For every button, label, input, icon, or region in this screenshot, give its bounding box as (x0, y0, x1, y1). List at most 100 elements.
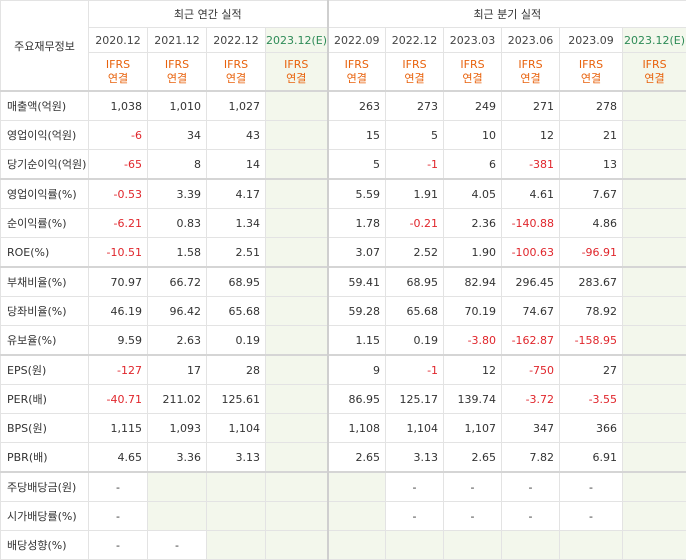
row-header-title: 주요재무정보 (1, 1, 89, 92)
table-cell (623, 297, 686, 326)
table-cell (207, 531, 266, 560)
table-cell (623, 326, 686, 356)
table-cell: 125.17 (386, 385, 444, 414)
table-cell: 10 (444, 121, 502, 150)
standard-line2: 연결 (560, 72, 622, 86)
period-header: 2023.03 (444, 28, 502, 53)
table-cell (560, 531, 623, 560)
table-cell: -96.91 (560, 238, 623, 268)
table-cell: -10.51 (89, 238, 148, 268)
table-cell: 43 (207, 121, 266, 150)
period-header: 2021.12 (148, 28, 207, 53)
table-cell: - (444, 472, 502, 502)
table-cell (266, 238, 328, 268)
table-cell (623, 150, 686, 180)
table-cell: 28 (207, 355, 266, 385)
table-cell (266, 355, 328, 385)
table-cell (266, 385, 328, 414)
table-cell: 3.13 (386, 443, 444, 473)
row-label: 시가배당률(%) (1, 502, 89, 531)
row-label: 주당배당금(원) (1, 472, 89, 502)
table-cell (623, 355, 686, 385)
table-cell: 21 (560, 121, 623, 150)
table-cell: -750 (502, 355, 560, 385)
standard-line1: IFRS (148, 58, 206, 72)
standard-line2: 연결 (329, 72, 386, 86)
table-cell: 296.45 (502, 267, 560, 297)
table-cell: -162.87 (502, 326, 560, 356)
period-header: 2023.12(E) (623, 28, 686, 53)
table-cell (623, 121, 686, 150)
table-cell: 6.91 (560, 443, 623, 473)
standard-line1: IFRS (266, 58, 327, 72)
table-cell (207, 502, 266, 531)
table-cell: 78.92 (560, 297, 623, 326)
table-cell: 4.17 (207, 179, 266, 209)
table-cell: -1 (386, 355, 444, 385)
row-label: 영업이익률(%) (1, 179, 89, 209)
period-header: 2020.12 (89, 28, 148, 53)
table-cell (444, 531, 502, 560)
table-cell (623, 209, 686, 238)
table-cell: 1.58 (148, 238, 207, 268)
table-cell (266, 326, 328, 356)
table-cell (328, 472, 386, 502)
table-cell: 70.97 (89, 267, 148, 297)
row-label: EPS(원) (1, 355, 89, 385)
table-cell (266, 150, 328, 180)
table-cell: 278 (560, 91, 623, 121)
table-cell: -0.21 (386, 209, 444, 238)
table-cell: -65 (89, 150, 148, 180)
table-cell: 59.41 (328, 267, 386, 297)
table-cell: 5 (386, 121, 444, 150)
table-cell: 82.94 (444, 267, 502, 297)
standard-line2: 연결 (386, 72, 443, 86)
period-header: 2022.09 (328, 28, 386, 53)
table-cell: - (89, 472, 148, 502)
standard-line2: 연결 (623, 72, 686, 86)
table-cell: 0.83 (148, 209, 207, 238)
table-cell: - (386, 472, 444, 502)
table-cell (266, 443, 328, 473)
table-cell: 1.91 (386, 179, 444, 209)
table-cell: - (502, 472, 560, 502)
table-cell: 2.36 (444, 209, 502, 238)
table-cell: 6 (444, 150, 502, 180)
row-label: 당좌비율(%) (1, 297, 89, 326)
table-cell: 1,027 (207, 91, 266, 121)
table-cell: - (89, 531, 148, 560)
table-cell: 4.86 (560, 209, 623, 238)
table-cell (266, 502, 328, 531)
table-cell: 65.68 (386, 297, 444, 326)
table-cell: -100.63 (502, 238, 560, 268)
period-header: 2023.12(E) (266, 28, 328, 53)
table-cell: 1,107 (444, 414, 502, 443)
table-cell: 1.90 (444, 238, 502, 268)
row-label: 당기순이익(억원) (1, 150, 89, 180)
table-cell: -3.55 (560, 385, 623, 414)
table-cell (623, 179, 686, 209)
table-cell: 347 (502, 414, 560, 443)
table-cell: - (444, 502, 502, 531)
table-cell: 9.59 (89, 326, 148, 356)
table-cell: 3.13 (207, 443, 266, 473)
table-cell: 1,104 (386, 414, 444, 443)
table-cell: 4.61 (502, 179, 560, 209)
table-cell: 27 (560, 355, 623, 385)
table-cell: -381 (502, 150, 560, 180)
table-cell (386, 531, 444, 560)
table-cell (623, 238, 686, 268)
table-cell: 74.67 (502, 297, 560, 326)
table-cell: 1.34 (207, 209, 266, 238)
table-cell (623, 472, 686, 502)
